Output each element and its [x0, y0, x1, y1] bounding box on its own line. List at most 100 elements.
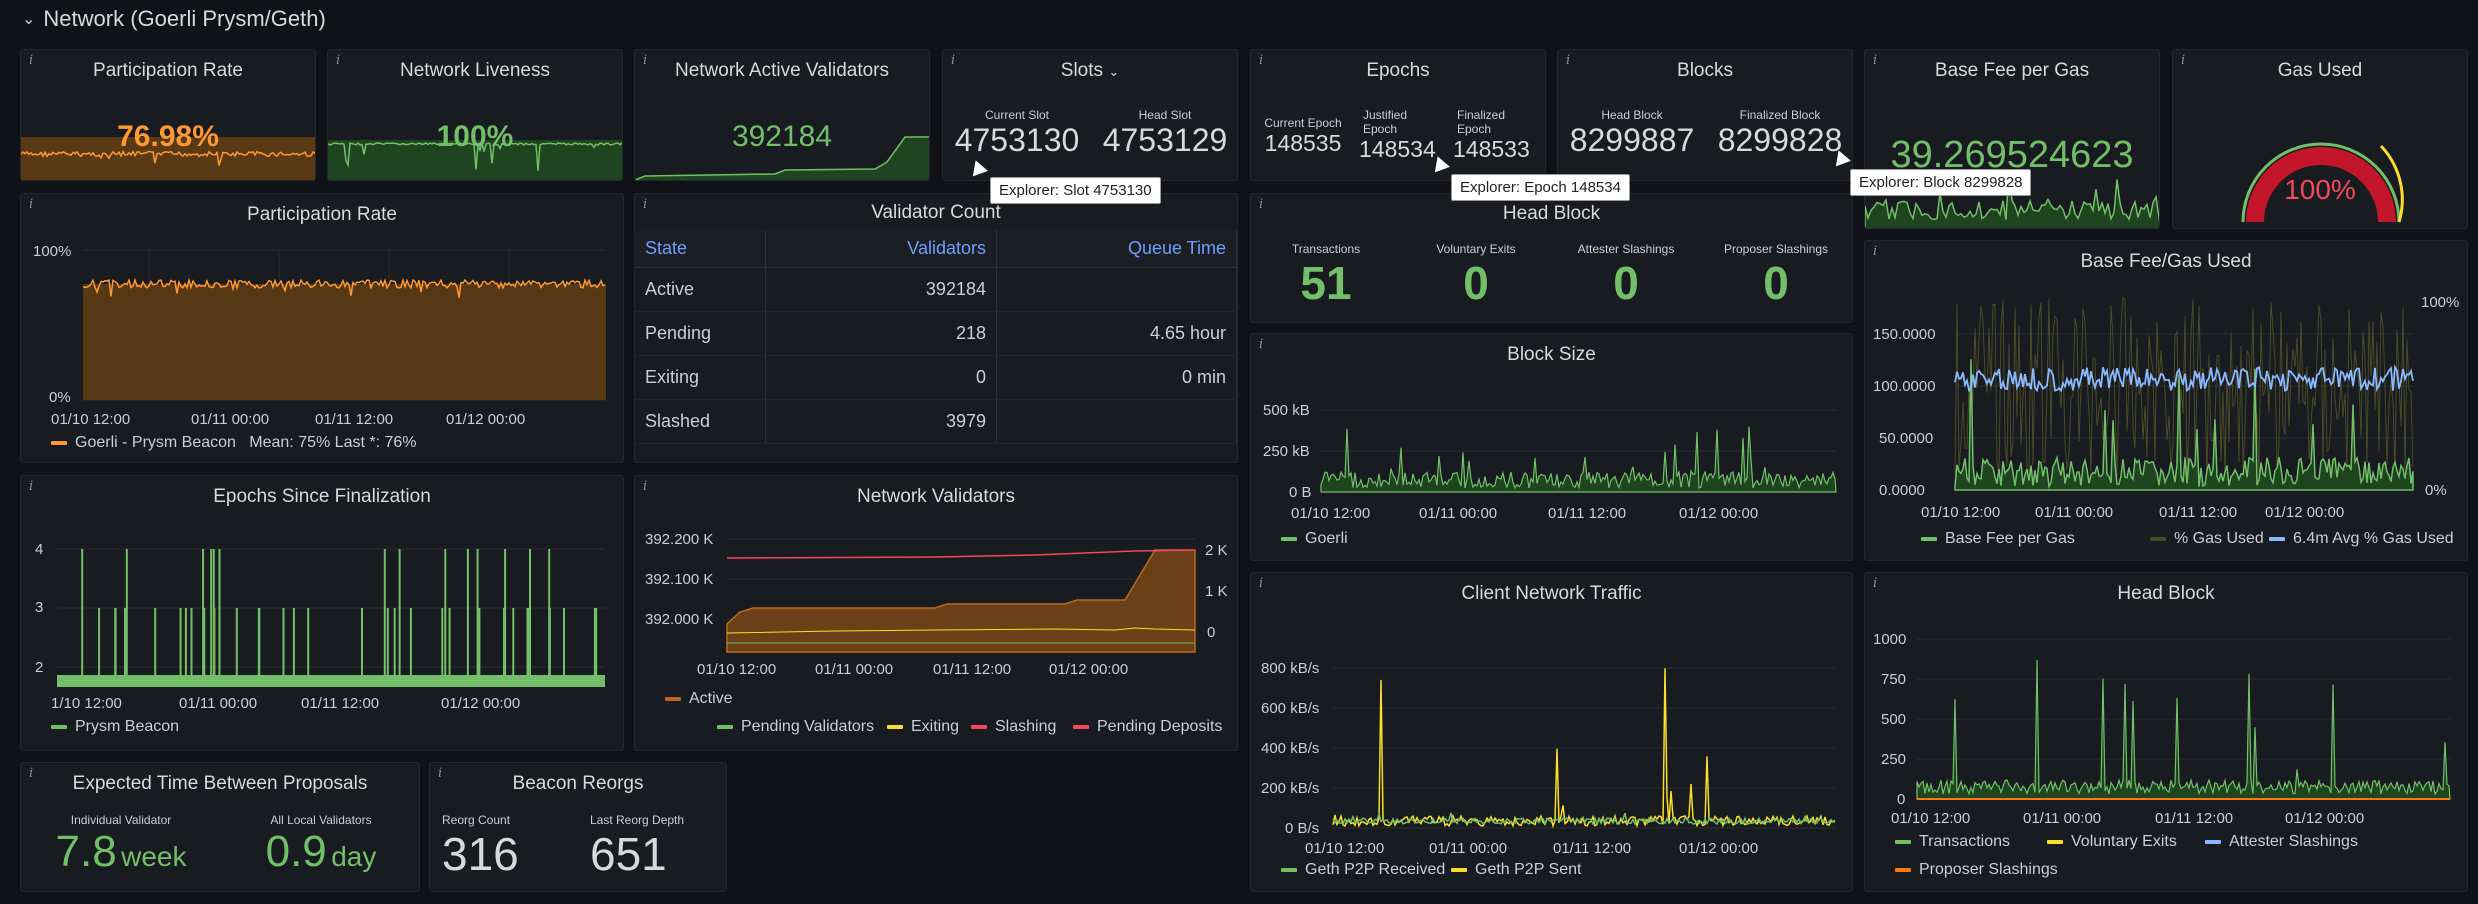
finalized-block-stat[interactable]: Finalized Block 8299828 [1706, 108, 1852, 159]
head-slot-label: Head Slot [1138, 108, 1192, 122]
head-block-chart-panel[interactable]: i Head Block 1000 750 500 250 0 01/10 12… [1864, 572, 2468, 892]
chart-legend[interactable]: Base Fee per Gas [1921, 530, 2075, 548]
gas-used-panel[interactable]: i Gas Used 100% [2172, 49, 2468, 229]
chart-legend[interactable]: 6.4m Avg % Gas Used [2269, 530, 2454, 548]
chart-legend[interactable]: Geth P2P Received [1281, 861, 1445, 879]
info-icon[interactable]: i [1259, 53, 1264, 68]
x-tick: 01/12 00:00 [1049, 661, 1128, 678]
info-icon[interactable]: i [2181, 53, 2186, 68]
participation-rate-stat-panel[interactable]: i Participation Rate 76.98% [20, 49, 316, 181]
legend-swatch [2150, 536, 2166, 541]
info-icon[interactable]: i [336, 53, 341, 68]
head-slot-stat[interactable]: Head Slot 4753129 [1091, 108, 1237, 159]
justified-epoch-value[interactable]: 148534 [1359, 136, 1436, 162]
column-header-validators[interactable]: Validators [765, 230, 997, 268]
current-epoch-stat[interactable]: Current Epoch 148535 [1255, 116, 1351, 157]
current-slot-stat[interactable]: Current Slot 4753130 [943, 108, 1091, 159]
client-network-traffic-panel[interactable]: i Client Network Traffic 800 kB/s 600 kB… [1250, 572, 1853, 892]
chevron-down-icon[interactable]: ⌄ [22, 11, 36, 28]
y-tick: 100.0000 [1873, 378, 1936, 395]
column-header-queue-time[interactable]: Queue Time [996, 230, 1237, 268]
column-header-state[interactable]: State [635, 230, 766, 268]
chart-legend[interactable]: Pending Validators [717, 718, 874, 736]
head-block-stats-panel[interactable]: i Head Block Transactions 51 Voluntary Ex… [1250, 193, 1853, 323]
chart-legend[interactable]: Goerli - Prysm Beacon Mean: 75% Last *: … [51, 434, 417, 452]
info-icon[interactable]: i [1259, 576, 1264, 591]
validator-count-panel[interactable]: i Validator Count State Validators Queue… [634, 193, 1238, 463]
base-fee-panel[interactable]: i Base Fee per Gas 39.269524623 [1864, 49, 2160, 229]
info-icon[interactable]: i [1566, 53, 1571, 68]
y-tick: 500 [1881, 711, 1906, 728]
head-block-stat[interactable]: Head Block 8299887 [1558, 108, 1706, 159]
chart-legend[interactable]: Slashing [971, 718, 1056, 736]
stat-label: Attester Slashings [1577, 242, 1675, 256]
x-tick: 01/11 00:00 [1419, 505, 1497, 522]
chevron-down-icon[interactable]: ⌄ [1108, 64, 1120, 79]
head-slot-value[interactable]: 4753129 [1102, 122, 1228, 158]
finalized-epoch-stat[interactable]: Finalized Epoch 148533 [1451, 108, 1545, 163]
x-tick: 01/12 00:00 [1679, 505, 1758, 522]
base-fee-gas-used-panel[interactable]: i Base Fee/Gas Used 150.0000 100.0000 50… [1864, 240, 2468, 561]
network-liveness-panel[interactable]: i Network Liveness 100% [327, 49, 623, 181]
panel-title[interactable]: Slots ⌄ [943, 60, 1237, 82]
info-icon[interactable]: i [29, 479, 34, 494]
finalized-block-label: Finalized Block [1739, 108, 1821, 122]
network-validators-panel[interactable]: i Network Validators 392.200 K 392.100 K… [634, 475, 1238, 751]
row-header[interactable]: ⌄ Network (Goerli Prysm/Geth) [22, 6, 326, 32]
current-epoch-value[interactable]: 148535 [1264, 130, 1342, 156]
panel-title: Network Liveness [400, 60, 550, 81]
info-icon[interactable]: i [643, 479, 648, 494]
active-validators-panel[interactable]: i Network Active Validators 392184 [634, 49, 930, 181]
justified-epoch-stat[interactable]: Justified Epoch 148534 [1355, 108, 1451, 163]
chart-legend[interactable]: Transactions [1895, 833, 2010, 851]
legend-label: Pending Deposits [1097, 718, 1223, 735]
info-icon[interactable]: i [1259, 197, 1264, 212]
participation-rate-chart-panel[interactable]: i Participation Rate 100% 0% 01/10 12:00… [20, 193, 624, 463]
blocks-panel[interactable]: i Blocks Head Block 8299887 Finalized Blo… [1557, 49, 1853, 181]
chart-legend[interactable]: Exiting [887, 718, 959, 736]
chart-legend[interactable]: Attester Slashings [2205, 833, 2358, 851]
legend-label: Geth P2P Received [1305, 861, 1446, 878]
chart-legend[interactable]: Prysm Beacon [51, 718, 179, 736]
state-cell: Pending [635, 311, 766, 356]
info-icon[interactable]: i [29, 766, 34, 781]
epochs-panel[interactable]: i Epochs Current Epoch 148535 Justified E… [1250, 49, 1546, 181]
info-icon[interactable]: i [1873, 53, 1878, 68]
legend-swatch [665, 696, 681, 701]
chart-legend[interactable]: Active [665, 690, 733, 708]
expected-time-panel[interactable]: i Expected Time Between Proposals Indivi… [20, 762, 420, 892]
info-icon[interactable]: i [951, 53, 956, 68]
panel-title: Network Validators [856, 486, 1016, 507]
block-size-panel[interactable]: i Block Size 500 kB 250 kB 0 B 01/10 12:… [1250, 333, 1853, 561]
y-tick: 600 kB/s [1261, 700, 1319, 717]
info-icon[interactable]: i [643, 53, 648, 68]
y-tick: 392.200 K [645, 531, 713, 548]
x-tick: 01/12 00:00 [2265, 504, 2344, 521]
x-tick: 01/10 12:00 [1305, 840, 1384, 857]
sparkline-line [1865, 170, 2159, 228]
stat-label: All Local Validators [270, 813, 372, 827]
finalized-block-value[interactable]: 8299828 [1717, 122, 1843, 158]
info-icon[interactable]: i [1873, 576, 1878, 591]
queue-time-cell: 4.65 hour [996, 311, 1237, 356]
finalized-epoch-value[interactable]: 148533 [1453, 136, 1530, 162]
info-icon[interactable]: i [1873, 244, 1878, 259]
chart-legend[interactable]: Proposer Slashings [1895, 861, 2058, 879]
chart-legend[interactable]: Goerli [1281, 530, 1348, 548]
beacon-reorgs-panel[interactable]: i Beacon Reorgs Reorg Count 316 Last Reor… [429, 762, 727, 892]
chart-legend[interactable]: Pending Deposits [1073, 718, 1222, 736]
info-icon[interactable]: i [438, 766, 443, 781]
info-icon[interactable]: i [29, 197, 34, 212]
chart-legend[interactable]: Voluntary Exits [2047, 833, 2177, 851]
info-icon[interactable]: i [1259, 337, 1264, 352]
info-icon[interactable]: i [29, 53, 34, 68]
info-icon[interactable]: i [643, 197, 648, 212]
chart-legend[interactable]: Geth P2P Sent [1451, 861, 1581, 879]
epochs-since-finalization-panel[interactable]: i Epochs Since Finalization 4 3 2 1/10 1… [20, 475, 624, 751]
block-tooltip: Explorer: Block 8299828 [1850, 169, 2032, 196]
head-block-value[interactable]: 8299887 [1569, 122, 1695, 158]
chart-legend[interactable]: % Gas Used [2150, 530, 2264, 548]
current-slot-value[interactable]: 4753130 [954, 122, 1080, 158]
slots-panel[interactable]: i Slots ⌄ Current Slot 4753130 Head Slot 4… [942, 49, 1238, 181]
transactions-series [1916, 659, 2451, 800]
